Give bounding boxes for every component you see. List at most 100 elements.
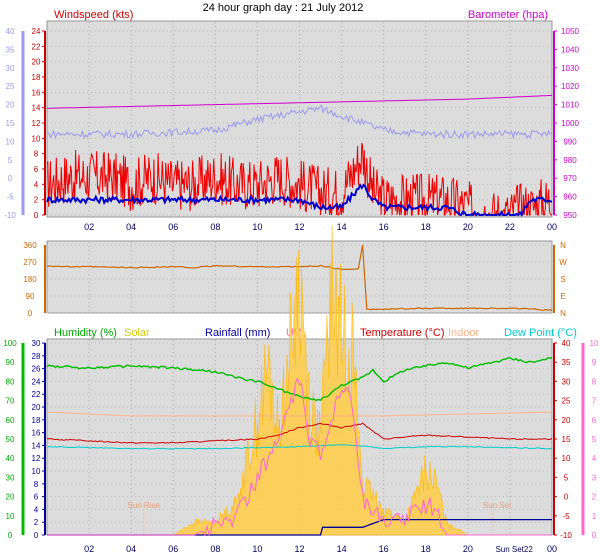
wind-time-tick-label: 18 (421, 222, 431, 232)
chart-title: 24 hour graph day : 21 July 2012 (203, 2, 364, 14)
uv-tick-label: 5 (592, 435, 597, 444)
rainfall-tick-label: 28 (32, 352, 41, 361)
temperature-tick-label: 35 (562, 358, 571, 367)
climate-time-tick-label: 20 (463, 544, 473, 554)
rainfall-tick-label: 0 (34, 531, 39, 540)
humidity-tick-label: 0 (8, 531, 13, 540)
climate-series-line (46, 356, 553, 402)
wind-outer-tick-label: 35 (6, 45, 15, 54)
wind-left-tick-label: 12 (32, 119, 41, 128)
indoor-label: Indoor (448, 327, 480, 339)
windspeed-label: Windspeed (kts) (54, 9, 133, 21)
uv-tick-label: 0 (592, 531, 597, 540)
rainfall-tick-label: 12 (32, 454, 41, 463)
temperature-tick-label: 30 (562, 377, 571, 386)
wind-left-tick-label: 24 (32, 27, 41, 36)
wind-left-tick-label: 14 (32, 104, 41, 113)
rainfall-tick-label: 30 (32, 339, 41, 348)
climate-series-line (47, 422, 553, 444)
humidity-tick-label: 10 (6, 512, 15, 521)
rainfall-tick-label: 14 (32, 441, 41, 450)
temperature-tick-label: 15 (562, 435, 571, 444)
wind-right-tick-label: 1050 (561, 27, 579, 36)
wind-right-tick-label: 1040 (561, 45, 579, 54)
uv-tick-label: 2 (592, 493, 597, 502)
wind-time-tick-label: 14 (337, 222, 347, 232)
direction-compass-label: N (560, 241, 566, 250)
wind-time-tick-label: 20 (463, 222, 473, 232)
wind-series-line (46, 94, 553, 109)
humidity-label: Humidity (%) (54, 327, 117, 339)
wind-time-axis: 02 04 06 08 10 12 14 16 18 20 22 00 (84, 222, 557, 232)
rainfall-tick-label: 16 (32, 429, 41, 438)
climate-time-tick-label: 10 (252, 544, 262, 554)
climate-time-tick-label: 16 (379, 544, 389, 554)
wind-time-tick-label: 00 (547, 222, 557, 232)
temperature-tick-label: -10 (560, 531, 572, 540)
rainfall-label: Rainfall (mm) (205, 327, 270, 339)
humidity-tick-label: 90 (6, 358, 15, 367)
wind-right-tick-label: 980 (563, 156, 577, 165)
temperature-tick-label: 25 (562, 397, 571, 406)
uv-tick-label: 3 (592, 473, 597, 482)
wind-left-tick-label: 6 (34, 165, 39, 174)
direction-tick-label: 270 (23, 258, 37, 267)
rainfall-tick-label: 26 (32, 365, 41, 374)
rainfall-tick-label: 4 (34, 505, 39, 514)
barometer-label: Barometer (hpa) (468, 9, 548, 21)
wind-series-line (46, 104, 553, 140)
direction-tick-label: 0 (28, 309, 33, 318)
wind-outer-tick-label: 30 (6, 64, 15, 73)
direction-series-line (46, 244, 553, 312)
direction-tick-label: 360 (23, 241, 37, 250)
temperature-tick-label: -5 (562, 512, 570, 521)
climate-right-axis: 40 35 30 25 20 15 10 5 0 -5 -10 (553, 339, 572, 540)
rainfall-tick-label: 6 (34, 493, 39, 502)
climate-time-tick-label: 04 (126, 544, 136, 554)
humidity-tick-label: 60 (6, 416, 15, 425)
temperature-tick-label: 0 (564, 493, 569, 502)
climate-time-axis: 02 04 06 08 10 12 14 16 18 20 00 (84, 544, 557, 554)
rainfall-tick-label: 18 (32, 416, 41, 425)
uv-tick-label: 1 (592, 512, 597, 521)
climate-time-tick-label: 12 (294, 544, 304, 554)
wind-plot (46, 22, 553, 217)
climate-time-tick-label: 18 (421, 544, 431, 554)
temperature-tick-label: 20 (562, 416, 571, 425)
wind-right-axis: 1050 1040 1030 1020 1010 1000 990 980 970 960 950 (553, 27, 579, 220)
dewpoint-label: Dew Point (°C) (504, 327, 577, 339)
wind-right-tick-label: 990 (563, 137, 577, 146)
direction-compass-label: W (559, 258, 567, 267)
wind-outer-tick-label: 5 (8, 156, 13, 165)
uv-tick-label: 10 (590, 339, 599, 348)
direction-panel-bg (46, 240, 553, 314)
direction-left-axis: 360 270 180 90 0 (23, 241, 46, 318)
uv-tick-label: 8 (592, 377, 597, 386)
climate-time-tick-label: 00 (547, 544, 557, 554)
wind-series-line (46, 182, 553, 217)
wind-left-tick-label: 20 (32, 58, 41, 67)
climate-time-tick-label: 06 (168, 544, 178, 554)
rainfall-tick-label: 10 (32, 467, 41, 476)
wind-right-tick-label: 1000 (561, 119, 579, 128)
direction-tick-label: 90 (26, 292, 35, 301)
rainfall-tick-label: 2 (34, 518, 39, 527)
wind-time-tick-label: 12 (294, 222, 304, 232)
climate-time-tick-label: 02 (84, 544, 94, 554)
rainfall-tick-label: 20 (32, 403, 41, 412)
temperature-tick-label: 10 (562, 454, 571, 463)
wind-left-tick-label: 8 (34, 150, 39, 159)
rainfall-tick-label: 24 (32, 377, 41, 386)
climate-plot: Sun Rise Sun Set Sun Set22 (46, 225, 553, 554)
uv-tick-label: 7 (592, 397, 597, 406)
wind-right-tick-label: 1020 (561, 82, 579, 91)
wind-left-tick-label: 0 (34, 211, 39, 220)
wind-outer-tick-label: 20 (6, 101, 15, 110)
wind-left-tick-label: 4 (34, 180, 39, 189)
wind-time-tick-label: 06 (168, 222, 178, 232)
uv-tick-label: 6 (592, 416, 597, 425)
